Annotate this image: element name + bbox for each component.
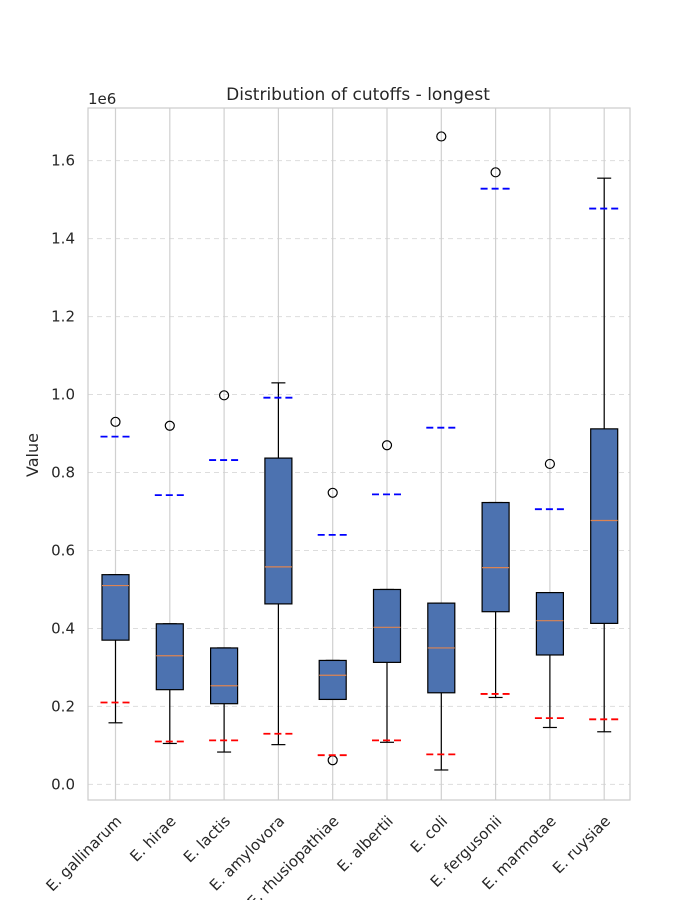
chart-title: Distribution of cutoffs - longest: [226, 85, 490, 105]
box: [535, 591, 565, 656]
outlier-point: [164, 420, 175, 431]
x-tick-label: E. gallinarum: [42, 812, 125, 895]
box: [210, 647, 239, 705]
plot-frame: [87, 107, 631, 801]
y-tick-label: 0.6: [51, 541, 75, 559]
box-group: [263, 382, 294, 746]
x-tick-label: E. ruysiae: [549, 812, 614, 877]
box-group: [209, 390, 240, 753]
y-tick-label: 0.0: [51, 775, 75, 793]
y-tick-label: 1.6: [51, 152, 75, 170]
box: [590, 428, 619, 624]
x-tick-label: E. rhusiopathiae: [244, 812, 343, 900]
box: [481, 501, 510, 613]
box-group: [480, 167, 511, 699]
box: [318, 659, 347, 701]
y-tick-label: 0.4: [51, 619, 75, 637]
plot-area: [100, 131, 620, 771]
box: [101, 574, 130, 641]
outlier-point: [381, 440, 393, 451]
box: [264, 457, 293, 605]
box: [372, 588, 402, 663]
box-group: [154, 420, 185, 745]
box-group: [372, 440, 402, 743]
box-group: [589, 177, 620, 733]
x-tick-label: E. lactis: [180, 812, 234, 866]
outlier-point: [327, 487, 338, 498]
outlier-point: [436, 131, 447, 142]
box: [155, 623, 184, 691]
outlier-point: [490, 167, 501, 178]
box-group: [100, 416, 131, 724]
box-group: [426, 131, 457, 771]
y-tick-label: 0.8: [51, 464, 75, 482]
x-tick-label: E. coli: [407, 812, 451, 856]
outlier-point: [544, 458, 556, 470]
x-tick-label: E. hirae: [126, 812, 179, 865]
y-tick-label: 1.4: [51, 230, 75, 248]
outlier-point: [219, 390, 230, 401]
y-axis-ticks: 0.0 0.2 0.4 0.6 0.8 1.0 1.2 1.4 1.6: [51, 152, 75, 794]
box-group: [317, 487, 348, 766]
y-tick-label: 1.0: [51, 386, 75, 404]
outlier-point: [110, 416, 121, 427]
box-group: [534, 458, 565, 729]
y-axis-offset-label: 1e6: [88, 90, 116, 108]
y-tick-label: 0.2: [51, 697, 75, 715]
y-axis-label: Value: [23, 433, 42, 477]
y-tick-label: 1.2: [51, 308, 75, 326]
x-tick-label: E. albertii: [334, 812, 397, 875]
